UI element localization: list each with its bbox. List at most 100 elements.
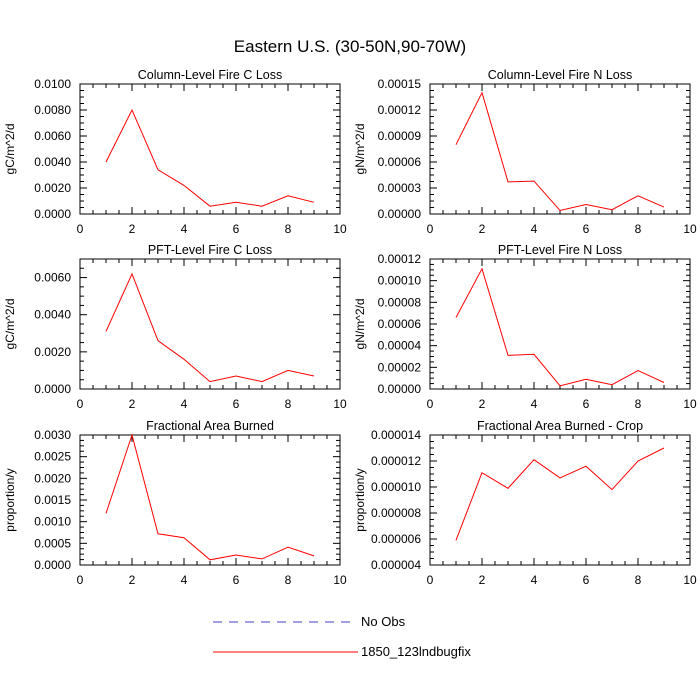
y-tick-label: 0.000012 bbox=[371, 454, 421, 468]
plot-frame bbox=[79, 258, 341, 390]
plot-frame bbox=[429, 258, 691, 390]
plot-frame bbox=[429, 83, 691, 215]
y-tick-label: 0.000008 bbox=[371, 506, 421, 520]
x-tick-label: 10 bbox=[333, 397, 347, 411]
y-tick-label: 0.0025 bbox=[34, 450, 71, 464]
x-tick-label: 4 bbox=[181, 397, 188, 411]
plot-frame bbox=[79, 83, 341, 215]
y-axis-label: gN/m^2/d bbox=[353, 299, 367, 350]
y-tick-label: 0.00010 bbox=[378, 274, 422, 288]
x-tick-label: 8 bbox=[635, 222, 642, 236]
y-tick-label: 0.00003 bbox=[378, 181, 422, 195]
panel-title: PFT-Level Fire N Loss bbox=[498, 243, 622, 257]
x-tick-label: 6 bbox=[233, 397, 240, 411]
x-tick-label: 2 bbox=[129, 222, 136, 236]
y-tick-label: 0.000004 bbox=[371, 558, 421, 572]
x-tick-label: 8 bbox=[285, 573, 292, 587]
legend-label-series: 1850_123lndbugfix bbox=[361, 644, 471, 659]
panel-title: PFT-Level Fire C Loss bbox=[148, 243, 272, 257]
y-tick-label: 0.00006 bbox=[378, 317, 422, 331]
x-tick-label: 4 bbox=[531, 222, 538, 236]
y-tick-label: 0.0040 bbox=[34, 155, 71, 169]
series-line bbox=[105, 433, 315, 561]
x-tick-label: 6 bbox=[583, 397, 590, 411]
x-tick-label: 8 bbox=[635, 397, 642, 411]
panel: Column-Level Fire C Loss gC/m^2/d 0 2 4 6 8 10 0… bbox=[3, 68, 347, 236]
x-tick-label: 10 bbox=[683, 222, 697, 236]
x-tick-label: 6 bbox=[583, 573, 590, 587]
x-tick-label: 4 bbox=[181, 573, 188, 587]
panel-title: Column-Level Fire N Loss bbox=[488, 68, 633, 82]
y-tick-label: 0.000006 bbox=[371, 532, 421, 546]
x-tick-label: 2 bbox=[479, 397, 486, 411]
x-tick-label: 4 bbox=[531, 573, 538, 587]
panel-title: Fractional Area Burned - Crop bbox=[477, 419, 643, 433]
x-tick-label: 8 bbox=[285, 222, 292, 236]
y-tick-label: 0.0020 bbox=[34, 181, 71, 195]
y-tick-label: 0.0100 bbox=[34, 77, 71, 91]
x-tick-label: 2 bbox=[129, 397, 136, 411]
x-tick-label: 10 bbox=[333, 222, 347, 236]
x-tick-label: 0 bbox=[427, 222, 434, 236]
legend: No Obs 1850_123lndbugfix bbox=[213, 614, 471, 659]
y-tick-label: 0.00009 bbox=[378, 129, 422, 143]
panel-title: Column-Level Fire C Loss bbox=[138, 68, 283, 82]
plot-frame bbox=[79, 434, 341, 566]
series-line bbox=[105, 272, 315, 383]
x-tick-label: 4 bbox=[181, 222, 188, 236]
series-line bbox=[455, 91, 665, 212]
x-tick-label: 4 bbox=[531, 397, 538, 411]
x-tick-label: 2 bbox=[479, 222, 486, 236]
x-tick-label: 2 bbox=[129, 573, 136, 587]
y-tick-label: 0.0015 bbox=[34, 493, 71, 507]
y-tick-label: 0.0060 bbox=[34, 271, 71, 285]
y-tick-label: 0.0060 bbox=[34, 129, 71, 143]
x-tick-label: 0 bbox=[77, 397, 84, 411]
x-tick-label: 8 bbox=[635, 573, 642, 587]
y-tick-label: 0.00002 bbox=[378, 360, 422, 374]
y-tick-label: 0.00006 bbox=[378, 155, 422, 169]
series-line bbox=[455, 447, 665, 541]
y-tick-label: 0.00015 bbox=[378, 77, 422, 91]
x-tick-label: 0 bbox=[427, 573, 434, 587]
y-axis-label: gC/m^2/d bbox=[3, 124, 17, 175]
y-tick-label: 0.0000 bbox=[34, 207, 71, 221]
series-line bbox=[105, 108, 315, 207]
y-tick-label: 0.00000 bbox=[378, 382, 422, 396]
panel: Fractional Area Burned - Crop proportion/… bbox=[353, 419, 697, 587]
y-tick-label: 0.0005 bbox=[34, 536, 71, 550]
figure-title: Eastern U.S. (30-50N,90-70W) bbox=[234, 37, 466, 56]
y-tick-label: 0.0010 bbox=[34, 515, 71, 529]
x-tick-label: 6 bbox=[233, 222, 240, 236]
x-tick-label: 6 bbox=[583, 222, 590, 236]
x-tick-label: 0 bbox=[77, 222, 84, 236]
y-tick-label: 0.0020 bbox=[34, 471, 71, 485]
y-tick-label: 0.000014 bbox=[371, 428, 421, 442]
y-axis-label: gC/m^2/d bbox=[3, 299, 17, 350]
panel-title: Fractional Area Burned bbox=[146, 419, 274, 433]
x-tick-label: 2 bbox=[479, 573, 486, 587]
y-tick-label: 0.00000 bbox=[378, 207, 422, 221]
y-tick-label: 0.00004 bbox=[378, 339, 422, 353]
y-tick-label: 0.0030 bbox=[34, 428, 71, 442]
y-axis-label: gN/m^2/d bbox=[353, 124, 367, 175]
x-tick-label: 0 bbox=[77, 573, 84, 587]
y-tick-label: 0.00012 bbox=[378, 252, 422, 266]
panel: PFT-Level Fire N Loss gN/m^2/d 0 2 4 6 8 10 0.00… bbox=[353, 243, 697, 411]
x-tick-label: 10 bbox=[333, 573, 347, 587]
x-tick-label: 6 bbox=[233, 573, 240, 587]
y-tick-label: 0.00008 bbox=[378, 295, 422, 309]
legend-label-no-obs: No Obs bbox=[361, 614, 406, 629]
panel: Fractional Area Burned proportion/y 0 2 4 6 8 1… bbox=[3, 419, 347, 587]
y-tick-label: 0.0000 bbox=[34, 558, 71, 572]
y-axis-label: proportion/y bbox=[3, 468, 17, 531]
y-tick-label: 0.0000 bbox=[34, 382, 71, 396]
x-tick-label: 10 bbox=[683, 573, 697, 587]
y-tick-label: 0.0080 bbox=[34, 103, 71, 117]
y-axis-label: proportion/y bbox=[353, 468, 367, 531]
panels: Column-Level Fire C Loss gC/m^2/d 0 2 4 6 8 10 0… bbox=[3, 68, 697, 587]
x-tick-label: 8 bbox=[285, 397, 292, 411]
panel: Column-Level Fire N Loss gN/m^2/d 0 2 4 6 8 10 0… bbox=[353, 68, 697, 236]
series-line bbox=[455, 267, 665, 387]
